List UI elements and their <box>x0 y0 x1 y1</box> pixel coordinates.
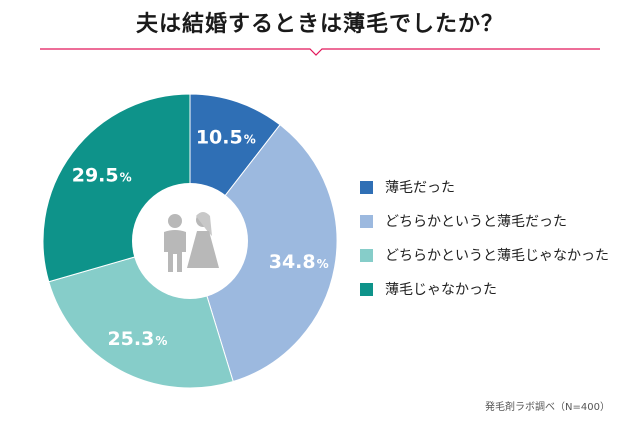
slice-value-label: 10.5% <box>196 126 256 148</box>
slice-value-label: 25.3% <box>107 328 167 350</box>
source-note: 発毛剤ラボ調べ（N=400） <box>485 402 610 413</box>
legend-label: 薄毛だった <box>385 180 455 196</box>
legend-item: どちらかというと薄毛じゃなかった <box>360 238 609 272</box>
legend-label: どちらかというと薄毛だった <box>385 214 567 230</box>
donut-hole <box>132 183 248 299</box>
pie-slice <box>189 124 338 383</box>
legend-item: 薄毛じゃなかった <box>360 272 609 306</box>
legend-swatch <box>360 214 373 228</box>
legend-item: どちらかというと薄毛だった <box>360 204 609 238</box>
title-divider <box>40 48 600 56</box>
legend-label: 薄毛じゃなかった <box>385 282 497 298</box>
bride-and-groom-icon <box>164 212 219 272</box>
chart-legend: 薄毛だった どちらかというと薄毛だった どちらかというと薄毛じゃなかった 薄毛じ… <box>360 170 609 306</box>
legend-swatch <box>360 282 373 296</box>
legend-swatch <box>360 248 373 262</box>
legend-item: 薄毛だった <box>360 170 609 204</box>
slice-value-label: 29.5% <box>72 165 132 187</box>
slice-value-label: 34.8% <box>269 251 329 273</box>
legend-swatch <box>360 180 373 194</box>
legend-label: どちらかというと薄毛じゃなかった <box>385 248 609 264</box>
chart-title: 夫は結婚するときは薄毛でしたか？ <box>135 12 504 37</box>
